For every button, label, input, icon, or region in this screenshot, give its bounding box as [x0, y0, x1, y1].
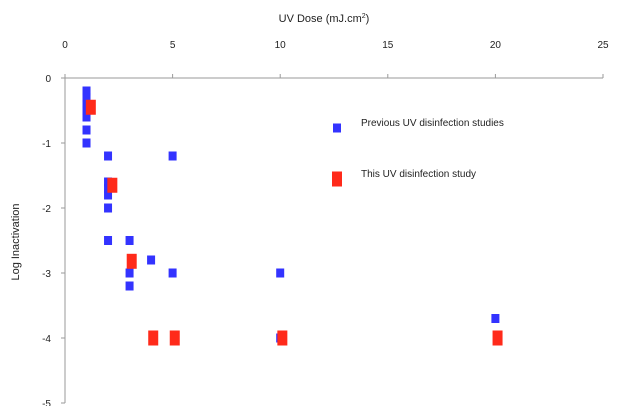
this-study-point: [85, 99, 96, 115]
y-tick-label: -3: [42, 269, 51, 280]
y-axis-title: Log Inactivation: [10, 203, 22, 280]
x-tick-label: 25: [597, 40, 609, 51]
previous-study-point: [104, 236, 113, 245]
data-points: [82, 86, 503, 346]
previous-study-point: [147, 255, 156, 265]
legend-label: This UV disinfection study: [361, 169, 476, 180]
x-tick-label: 0: [62, 40, 68, 51]
this-study-point: [492, 330, 503, 346]
legend-item: This UV disinfection study: [332, 169, 476, 187]
y-tick-label: -5: [42, 399, 51, 406]
previous-study-point: [104, 203, 113, 213]
this-study-point: [169, 330, 180, 346]
previous-study-point: [82, 125, 91, 135]
previous-study-point: [125, 281, 134, 291]
legend-swatch: [332, 171, 342, 187]
previous-study-point: [82, 138, 91, 148]
previous-study-point: [491, 314, 500, 323]
legend: Previous UV disinfection studies This UV …: [332, 118, 504, 187]
y-tick-label: 0: [45, 74, 51, 85]
legend-swatch: [333, 123, 341, 133]
previous-study-point: [82, 93, 91, 102]
axis-ticks: 0 5 10 15 20 25 0 -1 -2 -3 -4 -5: [42, 40, 609, 406]
x-tick-label: 5: [170, 40, 176, 51]
legend-label: Previous UV disinfection studies: [361, 118, 504, 129]
y-tick-label: -4: [42, 334, 51, 345]
y-tick-label: -1: [42, 139, 51, 150]
this-study-point: [277, 330, 288, 346]
x-tick-label: 20: [490, 40, 502, 51]
x-tick-label: 15: [382, 40, 394, 51]
previous-study-point: [276, 268, 285, 278]
axes: [64, 77, 603, 403]
this-study-point: [148, 330, 159, 346]
previous-study-point: [104, 151, 113, 161]
previous-study-point: [104, 190, 113, 200]
this-study-point: [126, 253, 137, 269]
previous-study-point: [82, 86, 91, 96]
previous-study-point: [82, 112, 91, 122]
y-tick-label: -2: [42, 204, 51, 215]
previous-study-point: [168, 151, 177, 161]
this-study-point: [107, 177, 118, 193]
x-tick-label: 10: [275, 40, 287, 51]
previous-study-point: [125, 268, 134, 278]
legend-item: Previous UV disinfection studies: [333, 118, 504, 133]
previous-study-point: [168, 268, 177, 278]
previous-study-point: [125, 236, 134, 245]
x-axis-title: UV Dose (mJ.cm2): [279, 13, 370, 25]
